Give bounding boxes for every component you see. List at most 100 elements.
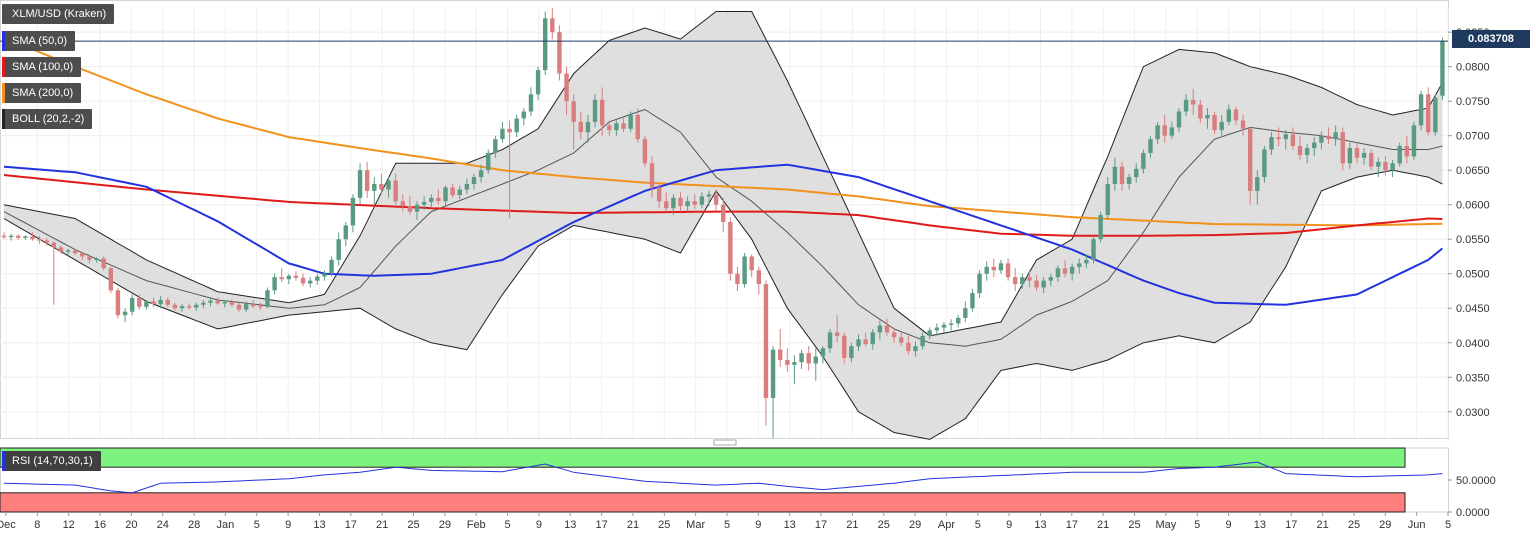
candle-body <box>706 194 712 197</box>
candle-body <box>1126 177 1132 185</box>
x-tick-label: Dec <box>0 519 16 531</box>
candle-body <box>970 293 975 309</box>
candle-body <box>728 221 733 274</box>
candle-body <box>749 256 754 271</box>
candle-body <box>179 306 185 309</box>
y-tick-label: 0.0450 <box>1456 303 1490 315</box>
candle-body <box>870 332 875 345</box>
x-tick-label: 13 <box>1254 519 1266 531</box>
x-tick-label: 5 <box>724 519 730 531</box>
candle-body <box>521 111 527 119</box>
x-tick-label: 5 <box>975 519 981 531</box>
sma200-legend[interactable]: SMA (200,0) <box>2 83 82 103</box>
candle-body <box>436 197 441 202</box>
rsi-line <box>3 461 1443 494</box>
pair-legend-label: XLM/USD (Kraken) <box>12 8 107 20</box>
candle-body <box>493 139 498 153</box>
candle-body <box>913 346 918 352</box>
rsi-panel <box>0 447 1449 513</box>
candle-body <box>357 170 363 198</box>
candle-body <box>799 353 804 363</box>
sma100-legend[interactable]: SMA (100,0) <box>2 57 82 77</box>
candle-body <box>137 297 142 307</box>
candle-body <box>500 128 505 140</box>
candle-body <box>1112 166 1118 185</box>
boll-legend-label: BOLL (20,2,-2) <box>12 113 85 125</box>
candle-body <box>1383 161 1388 171</box>
candle-body <box>293 275 299 278</box>
x-tick-label: 29 <box>909 519 921 531</box>
candle-body <box>692 201 697 205</box>
x-tick-label: 25 <box>407 519 419 531</box>
candle-body <box>699 196 705 205</box>
candle-body <box>542 18 548 71</box>
candle-body <box>813 356 819 364</box>
candle-body <box>1283 134 1288 140</box>
candle-body <box>322 273 327 277</box>
candle-body <box>899 337 904 343</box>
candle-body <box>1340 132 1345 164</box>
candle-body <box>372 184 377 191</box>
candle-body <box>792 362 797 365</box>
x-tick-label: Apr <box>938 519 955 531</box>
candle-body <box>251 304 256 307</box>
x-tick-label: 8 <box>34 519 40 531</box>
x-tick-label: 9 <box>536 519 542 531</box>
candle-body <box>1304 148 1310 156</box>
candle-body <box>1326 135 1331 140</box>
candle-body <box>1205 114 1210 119</box>
candle-body <box>991 266 997 271</box>
candle-body <box>1198 104 1203 119</box>
rsi-oversold-zone <box>0 492 1406 513</box>
candle-body <box>1141 152 1146 169</box>
candle-body <box>578 121 584 133</box>
candle-body <box>1034 280 1039 288</box>
candle-body <box>1404 146 1410 157</box>
pair-legend[interactable]: XLM/USD (Kraken) <box>2 4 115 24</box>
sma50-legend[interactable]: SMA (50,0) <box>2 31 76 51</box>
x-tick-label: 12 <box>63 519 75 531</box>
candle-body <box>329 259 334 274</box>
candle-body <box>1262 149 1267 178</box>
candle-body <box>1240 120 1246 129</box>
candle-body <box>1162 125 1167 136</box>
candle-body <box>51 242 57 248</box>
y-tick-label: 0.0700 <box>1456 131 1490 143</box>
candle-body <box>685 201 690 207</box>
candle-body <box>514 118 519 133</box>
bollinger-band-area <box>4 11 1443 440</box>
candle-body <box>557 32 562 74</box>
rsi-legend[interactable]: RSI (14,70,30,1) <box>2 451 101 471</box>
candle-body <box>585 121 591 133</box>
candle-body <box>664 201 669 209</box>
candle-body <box>1376 161 1381 167</box>
x-tick-label: 16 <box>94 519 106 531</box>
y-tick-label: 0.0550 <box>1456 234 1490 246</box>
candle-body <box>300 277 306 284</box>
candle-body <box>478 170 484 178</box>
candle-body <box>8 235 14 238</box>
x-tick-label: 9 <box>1006 519 1012 531</box>
candle-body <box>1005 263 1011 278</box>
y-tick-label: 0.0350 <box>1456 372 1490 384</box>
x-tick-label: 20 <box>125 519 137 531</box>
candle-body <box>457 189 462 196</box>
boll-legend[interactable]: BOLL (20,2,-2) <box>2 109 93 129</box>
candle-body <box>158 299 163 305</box>
x-tick-label: 24 <box>157 519 169 531</box>
sma50-legend-label: SMA (50,0) <box>12 35 68 47</box>
candle-body <box>628 114 633 129</box>
candle-body <box>1361 152 1367 158</box>
x-tick-label: 13 <box>784 519 796 531</box>
x-tick-label: 13 <box>1034 519 1046 531</box>
candle-body <box>863 339 868 345</box>
candle-body <box>1084 259 1089 264</box>
candle-body <box>1347 148 1353 164</box>
candle-body <box>649 163 655 188</box>
candle-body <box>934 327 940 331</box>
candle-body <box>315 276 320 281</box>
x-tick-label: Jan <box>217 519 235 531</box>
axes: 0.08500.08000.07500.07000.06500.06000.05… <box>0 27 1496 531</box>
x-tick-label: 29 <box>439 519 451 531</box>
